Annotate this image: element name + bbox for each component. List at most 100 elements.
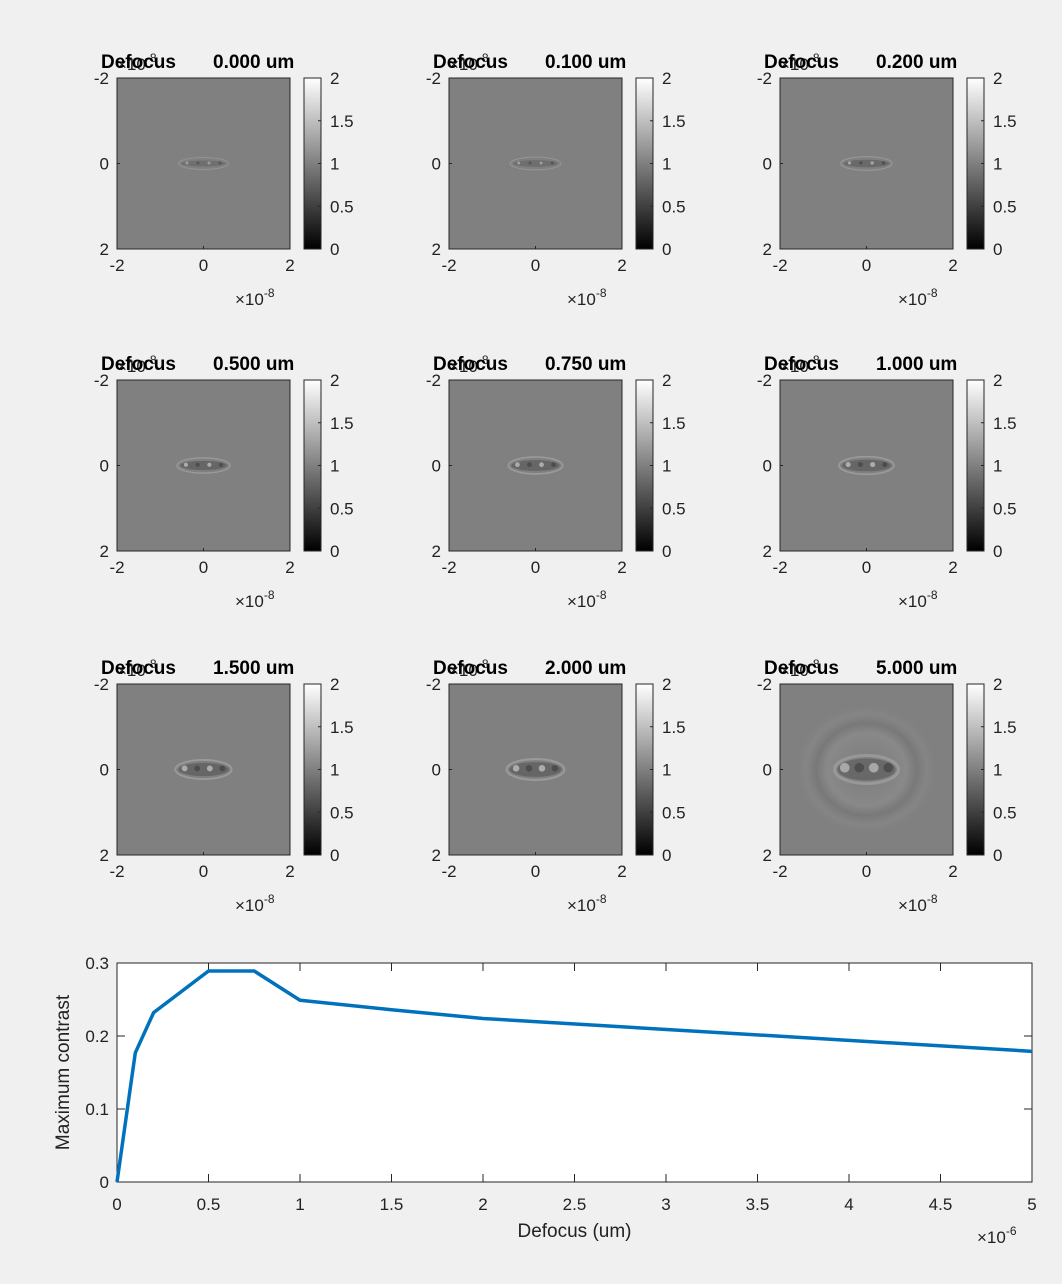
series-line (115, 969, 1033, 1183)
x-tick-label: 3.5 (746, 1195, 770, 1214)
y-tick-label: 2 (100, 846, 109, 865)
colorbar-tick-label: 0.5 (993, 499, 1017, 518)
x-tick-label: -2 (772, 558, 787, 577)
x-tick-label: -2 (772, 862, 787, 881)
panel-title-label: Defocus (101, 52, 176, 73)
x-exponent-label: ×10-8 (567, 588, 607, 611)
x-tick-label: 0 (862, 862, 871, 881)
x-exponent-base: ×10 (235, 290, 264, 309)
colorbar-tick-label: 0 (330, 240, 339, 259)
y-exponent-label: ×10-8 (780, 657, 820, 680)
y-exponent-base: ×10 (117, 55, 146, 74)
pattern-spot (183, 462, 188, 467)
colorbar-tick-label: 0 (662, 240, 671, 259)
colorbar-tick-label: 1.5 (662, 718, 686, 737)
y-tick-label: -2 (94, 69, 109, 88)
pattern-spot (870, 161, 874, 165)
y-axis-label: Maximum contrast (53, 994, 74, 1150)
x-tick-label: 0 (112, 1195, 121, 1214)
pattern-spot (870, 462, 876, 468)
x-tick-label: 0 (862, 558, 871, 577)
x-tick-label: 0 (531, 256, 540, 275)
y-exponent-base: ×10 (117, 357, 146, 376)
colorbar-tick-label: 0.5 (662, 499, 686, 518)
y-tick-label: 2 (432, 846, 441, 865)
x-tick-label: 4 (844, 1195, 853, 1214)
pattern-spot (551, 765, 559, 772)
colorbar-tick-label: 2 (330, 371, 339, 390)
pattern-core (843, 159, 890, 168)
pattern-spot (854, 762, 865, 773)
x-tick-label: 0 (531, 558, 540, 577)
x-axis-label: Defocus (um) (517, 1221, 631, 1242)
y-exponent-power: -8 (809, 51, 820, 65)
x-exponent-label: ×10-8 (235, 892, 275, 915)
y-tick-label: 2 (100, 542, 109, 561)
pattern-spot (528, 161, 532, 165)
panel-title-value: 0.000 um (213, 52, 294, 73)
panel-title-value: 5.000 um (876, 658, 957, 679)
panel-title-label: Defocus (101, 354, 176, 375)
pattern-spot (882, 462, 888, 468)
colorbar-tick-label: 1 (330, 457, 339, 476)
pattern-rim (507, 456, 564, 475)
y-tick-label: -2 (757, 371, 772, 390)
pattern-spot (525, 765, 533, 772)
pattern-spot (207, 462, 212, 467)
x-tick-label: 2 (948, 558, 957, 577)
panel-title-value: 0.750 um (545, 354, 626, 375)
y-exponent-base: ×10 (449, 357, 478, 376)
pattern-spot (196, 161, 200, 165)
colorbar-tick-label: 0 (330, 846, 339, 865)
pattern-rim (833, 754, 900, 785)
x-exponent-base: ×10 (235, 592, 264, 611)
x-exponent-label: ×10-8 (235, 588, 275, 611)
y-tick-label: 0.1 (85, 1100, 109, 1119)
x-exponent-power: -8 (596, 588, 607, 602)
panel-title-value: 0.500 um (213, 354, 294, 375)
pattern-spot (527, 462, 532, 468)
y-exponent-base: ×10 (117, 661, 146, 680)
x-tick-label: 0 (862, 256, 871, 275)
x-tick-label: 2 (948, 256, 957, 275)
pattern-spot (517, 161, 521, 165)
pattern-spot (868, 762, 879, 773)
pattern-core (837, 758, 896, 781)
pattern-core (511, 460, 560, 471)
colorbar-tick-label: 1.5 (330, 112, 354, 131)
colorbar-tick-label: 1.5 (993, 718, 1017, 737)
y-exponent-power: -8 (478, 51, 489, 65)
pattern-spot (206, 765, 213, 772)
x-tick-label: 0 (531, 862, 540, 881)
x-exponent-base: ×10 (567, 896, 596, 915)
x-tick-label: 2 (617, 862, 626, 881)
pattern-spot (195, 462, 200, 467)
pattern-core (181, 160, 226, 167)
y-tick-label: 2 (763, 542, 772, 561)
colorbar-tick-label: 0.5 (993, 803, 1017, 822)
x-tick-label: 2 (285, 558, 294, 577)
colorbar-tick-label: 1 (662, 155, 671, 174)
y-exponent-base: ×10 (449, 661, 478, 680)
x-exponent-base: ×10 (235, 896, 264, 915)
y-exponent-base: ×10 (449, 55, 478, 74)
colorbar-tick-label: 1.5 (662, 414, 686, 433)
panel-title-value: 1.500 um (213, 658, 294, 679)
x-tick-label: -2 (109, 862, 124, 881)
x-tick-label: 2 (617, 558, 626, 577)
colorbar-tick-label: 1 (330, 155, 339, 174)
x-tick-label: -2 (772, 256, 787, 275)
y-tick-label: -2 (757, 69, 772, 88)
y-tick-label: 0.3 (85, 954, 109, 973)
line-chart: 0 0.5 1 1.5 2 2.5 3 3.5 4 4.5 5 0 0.1 0.2 0.3 Defocus (… (53, 954, 1037, 1247)
y-tick-label: 0 (432, 155, 441, 174)
colorbar-tick-label: 1.5 (993, 112, 1017, 131)
y-tick-label: 0 (432, 457, 441, 476)
colorbar-tick-label: 2 (662, 69, 671, 88)
panel-title-label: Defocus (764, 52, 839, 73)
